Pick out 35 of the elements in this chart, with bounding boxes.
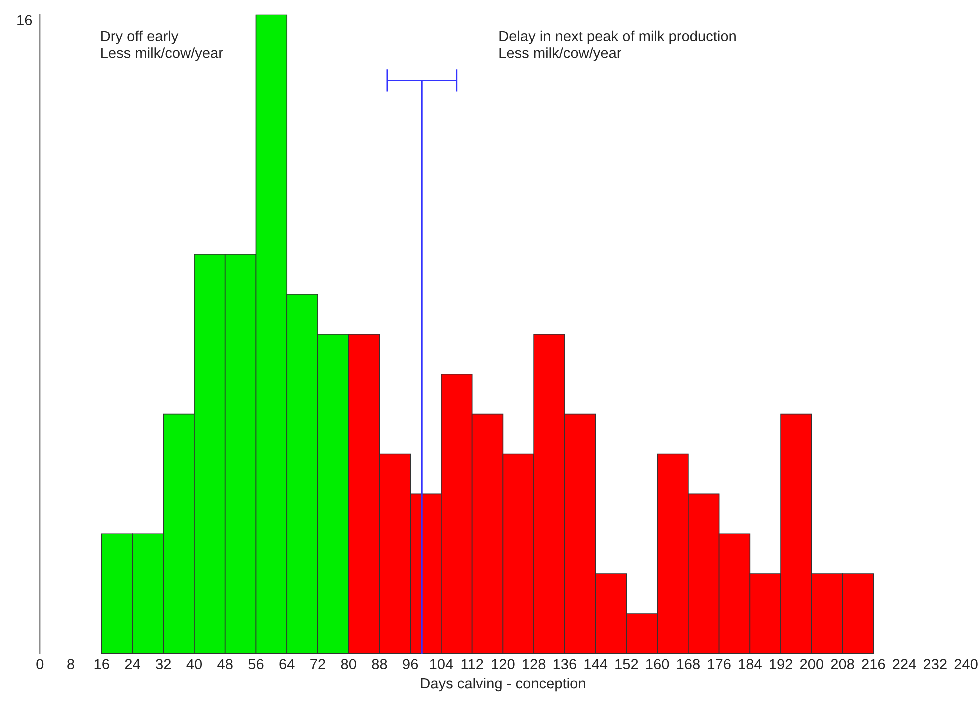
x-tick-label: 208 [831, 659, 854, 670]
x-tick-label: 64 [280, 659, 295, 670]
x-tick-label: 48 [218, 659, 233, 670]
x-tick-label: 232 [924, 659, 947, 670]
x-tick-label: 0 [36, 659, 44, 670]
x-tick-label: 120 [492, 659, 515, 670]
x-tick-label: 40 [186, 659, 202, 670]
x-tick-label: 224 [893, 659, 916, 670]
x-tick-label: 144 [584, 659, 608, 670]
x-tick-label: 176 [708, 659, 731, 670]
x-tick-label: 56 [248, 659, 264, 670]
x-tick-label: 136 [554, 659, 576, 670]
x-tick-label: 216 [862, 659, 886, 670]
annotation: Dry off early Less milk/cow/year [102, 30, 224, 62]
x-tick-label: 192 [770, 659, 792, 670]
x-tick-label: 112 [462, 659, 484, 670]
annotation: Delay in next peak of milk production Less milk/cow/year [500, 30, 736, 62]
x-tick-label: 200 [800, 659, 824, 670]
x-tick-label: 96 [403, 659, 418, 670]
x-tick-label: 240 [954, 659, 978, 670]
x-tick-label: 8 [68, 659, 74, 670]
x-tick-label: 104 [430, 659, 454, 670]
x-tick-label: 16 [94, 659, 110, 670]
x-tick-label: 184 [739, 659, 762, 670]
x-tick-label: 32 [156, 659, 172, 670]
x-tick-label: 160 [646, 659, 670, 670]
x-tick-label: 152 [616, 659, 638, 670]
x-tick-label: 80 [341, 659, 356, 670]
x-axis-title: Days calving - conception [421, 678, 586, 692]
x-tick-label: 72 [310, 659, 326, 670]
text: 16 [18, 15, 32, 26]
x-tick-label: 24 [125, 659, 140, 670]
x-tick-label: 168 [677, 659, 700, 670]
x-tick-label: 128 [523, 659, 546, 670]
x-tick-label: 88 [372, 659, 388, 670]
